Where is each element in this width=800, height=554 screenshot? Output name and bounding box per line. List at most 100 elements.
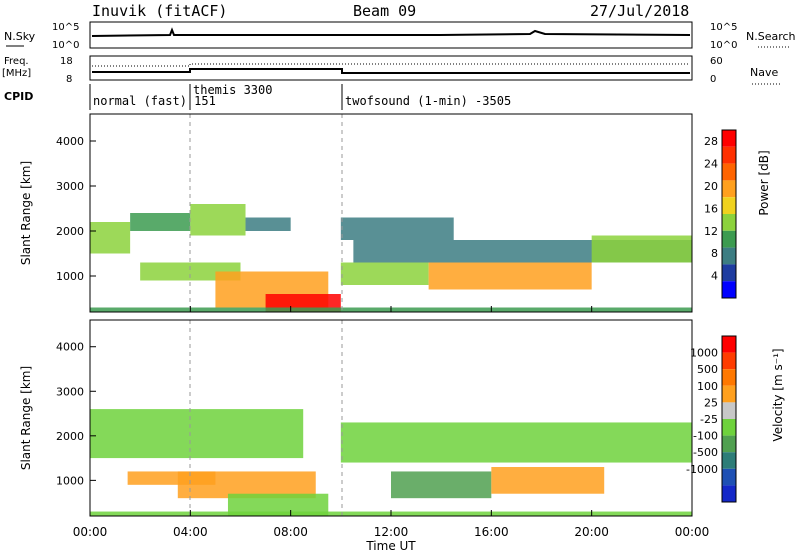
colorbar-segment [722, 264, 736, 282]
velocity-region-4 [340, 422, 692, 463]
colorbar-segment [722, 130, 736, 147]
colorbar-segment [722, 214, 736, 231]
y-tick-label: 3000 [56, 385, 84, 398]
nsky-label: N.Sky [4, 30, 36, 43]
colorbar-segment [722, 385, 736, 403]
x-tick-label: 12:00 [374, 525, 409, 539]
freq-tick-top: 18 [60, 56, 73, 67]
nsearch-tick-top: 10^5 [710, 22, 737, 33]
y-tick-label: 2000 [56, 225, 84, 238]
colorbar-segment [722, 146, 736, 164]
x-tick-label: 00:00 [675, 525, 710, 539]
colorbar-segment [722, 180, 736, 198]
nsky-tick-top: 10^5 [52, 22, 79, 33]
velocity-region-2 [227, 493, 329, 516]
colorbar-tick-label: 16 [704, 202, 718, 215]
colorbar-segment [722, 197, 736, 214]
station-title: Inuvik (fitACF) [92, 2, 227, 20]
colorbar-tick-label: 500 [697, 363, 718, 376]
colorbar-segment [722, 485, 736, 502]
velocity-panel: 1000 2000 3000 4000 Slant Range [km] 1000 50… [19, 306, 785, 553]
y-tick-label: 1000 [56, 270, 84, 283]
nave-tick-bottom: 0 [710, 74, 716, 85]
freq-trace [92, 68, 690, 74]
power-cells [90, 204, 692, 312]
nsky-tick-bottom: 10^0 [52, 40, 79, 51]
colorbar-segment [722, 452, 736, 469]
colorbar-frame [721, 129, 737, 299]
power-colorbar-label: Power [dB] [757, 150, 771, 215]
power-region-3 [245, 217, 291, 231]
time-x-ticks: 00:00 04:00 08:00 12:00 16:00 20:00 00:00 [73, 306, 710, 539]
nave-label: Nave [750, 66, 778, 79]
colorbar-segment [722, 369, 736, 386]
colorbar-tick-label: -1000 [686, 463, 718, 476]
power-region-7 [340, 217, 454, 240]
date-title: 27/Jul/2018 [590, 2, 689, 20]
cpid-mode-themis: themis 3300 [193, 83, 272, 97]
nsearch-tick-bottom: 10^0 [710, 40, 737, 51]
freq-panel [89, 55, 693, 81]
colorbar-segment [722, 352, 736, 370]
power-region-2 [190, 204, 246, 236]
colorbar-tick-label: -500 [693, 446, 718, 459]
power-region-1 [130, 213, 191, 231]
colorbar-tick-label: -25 [700, 413, 718, 426]
colorbar-segment [722, 281, 736, 298]
freq-tick-bottom: 8 [66, 74, 72, 85]
power-y-label: Slant Range [km] [19, 161, 33, 265]
cpid-mode-normal: normal (fast) 151 [93, 94, 216, 108]
colorbar-tick-label: 4 [711, 270, 718, 283]
colorbar-segment [722, 247, 736, 265]
power-region-11 [591, 235, 692, 263]
colorbar-tick-label: -100 [693, 430, 718, 443]
colorbar-tick-label: 28 [704, 135, 718, 148]
y-tick-label: 1000 [56, 474, 84, 487]
velocity-y-ticks: 1000 2000 3000 4000 [56, 341, 96, 487]
colorbar-segment [722, 419, 736, 436]
velocity-colorbar: 1000 500 100 25 -25 -100 -500 -1000 [686, 335, 737, 503]
colorbar-tick-label: 20 [704, 180, 718, 193]
velocity-region-3 [127, 471, 216, 485]
colorbar-segment [722, 468, 736, 486]
colorbar-segment [722, 336, 736, 353]
colorbar-tick-label: 100 [697, 380, 718, 393]
y-tick-label: 2000 [56, 430, 84, 443]
nave-tick-top: 60 [710, 56, 723, 67]
power-region-9 [340, 262, 429, 285]
velocity-cells [90, 409, 692, 516]
x-tick-label: 20:00 [574, 525, 609, 539]
nsky-trace [91, 27, 691, 37]
colorbar-segment [722, 402, 736, 419]
colorbar-tick-label: 12 [704, 225, 718, 238]
power-colorbar: 4 8 12 16 20 24 28 [704, 129, 737, 299]
x-tick-label: 04:00 [173, 525, 208, 539]
beam-title: Beam 09 [353, 2, 416, 20]
velocity-y-label: Slant Range [km] [19, 366, 33, 470]
y-tick-label: 3000 [56, 180, 84, 193]
colorbar-segment [722, 163, 736, 181]
power-region-10 [428, 262, 592, 290]
velocity-colorbar-label: Velocity [m s⁻¹] [771, 348, 785, 441]
time-x-label: Time UT [365, 539, 416, 553]
colorbar-tick-label: 8 [711, 247, 718, 260]
nave-trace [92, 63, 690, 67]
cpid-label: CPID [4, 90, 33, 103]
colorbar-segment [722, 435, 736, 453]
freq-unit-label: [MHz] [2, 68, 31, 79]
velocity-region-6 [491, 467, 605, 494]
x-tick-label: 16:00 [474, 525, 509, 539]
power-region-0 [90, 222, 131, 254]
x-tick-label: 08:00 [273, 525, 308, 539]
colorbar-segment [722, 230, 736, 248]
freq-label: Freq. [4, 56, 29, 67]
cpid-mode-twofsound: twofsound (1-min) -3505 [345, 94, 511, 108]
x-tick-label: 00:00 [73, 525, 108, 539]
y-tick-label: 4000 [56, 135, 84, 148]
nsearch-label: N.Search [746, 30, 796, 43]
colorbar-tick-label: 1000 [690, 347, 718, 360]
colorbar-frame [721, 335, 737, 503]
colorbar-tick-label: 25 [704, 396, 718, 409]
power-panel: 1000 2000 3000 4000 Slant Range [km] 4 8 12 16… [19, 113, 771, 313]
